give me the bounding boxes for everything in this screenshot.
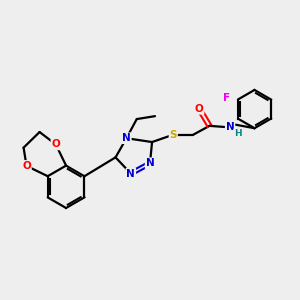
Text: N: N [122,133,131,143]
Text: S: S [169,130,177,140]
Text: O: O [22,161,31,171]
Text: N: N [127,169,135,178]
Text: H: H [234,129,242,138]
Text: O: O [195,104,203,114]
Text: N: N [226,122,235,132]
Text: O: O [51,140,60,149]
Text: N: N [146,158,154,168]
Text: F: F [223,93,230,103]
